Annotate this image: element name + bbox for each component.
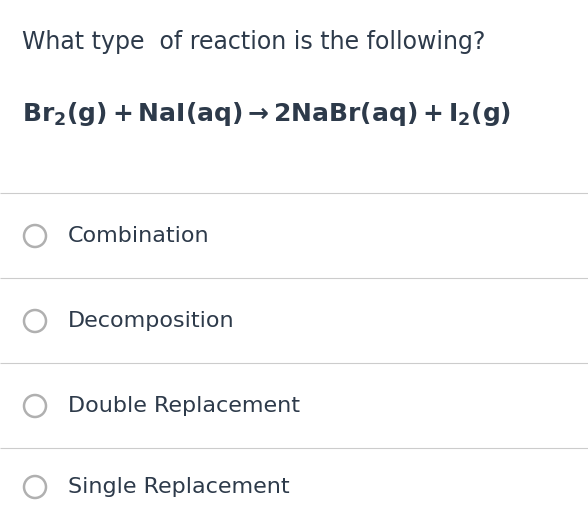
Text: What type  of reaction is the following?: What type of reaction is the following? bbox=[22, 30, 485, 54]
Text: Decomposition: Decomposition bbox=[68, 311, 235, 331]
Text: Double Replacement: Double Replacement bbox=[68, 396, 300, 416]
Text: Combination: Combination bbox=[68, 226, 210, 246]
Text: $\mathbf{Br_2(g) + NaI(aq) \rightarrow 2NaBr(aq) + I_2(g)}$: $\mathbf{Br_2(g) + NaI(aq) \rightarrow 2… bbox=[22, 100, 511, 128]
Text: Single Replacement: Single Replacement bbox=[68, 477, 290, 497]
